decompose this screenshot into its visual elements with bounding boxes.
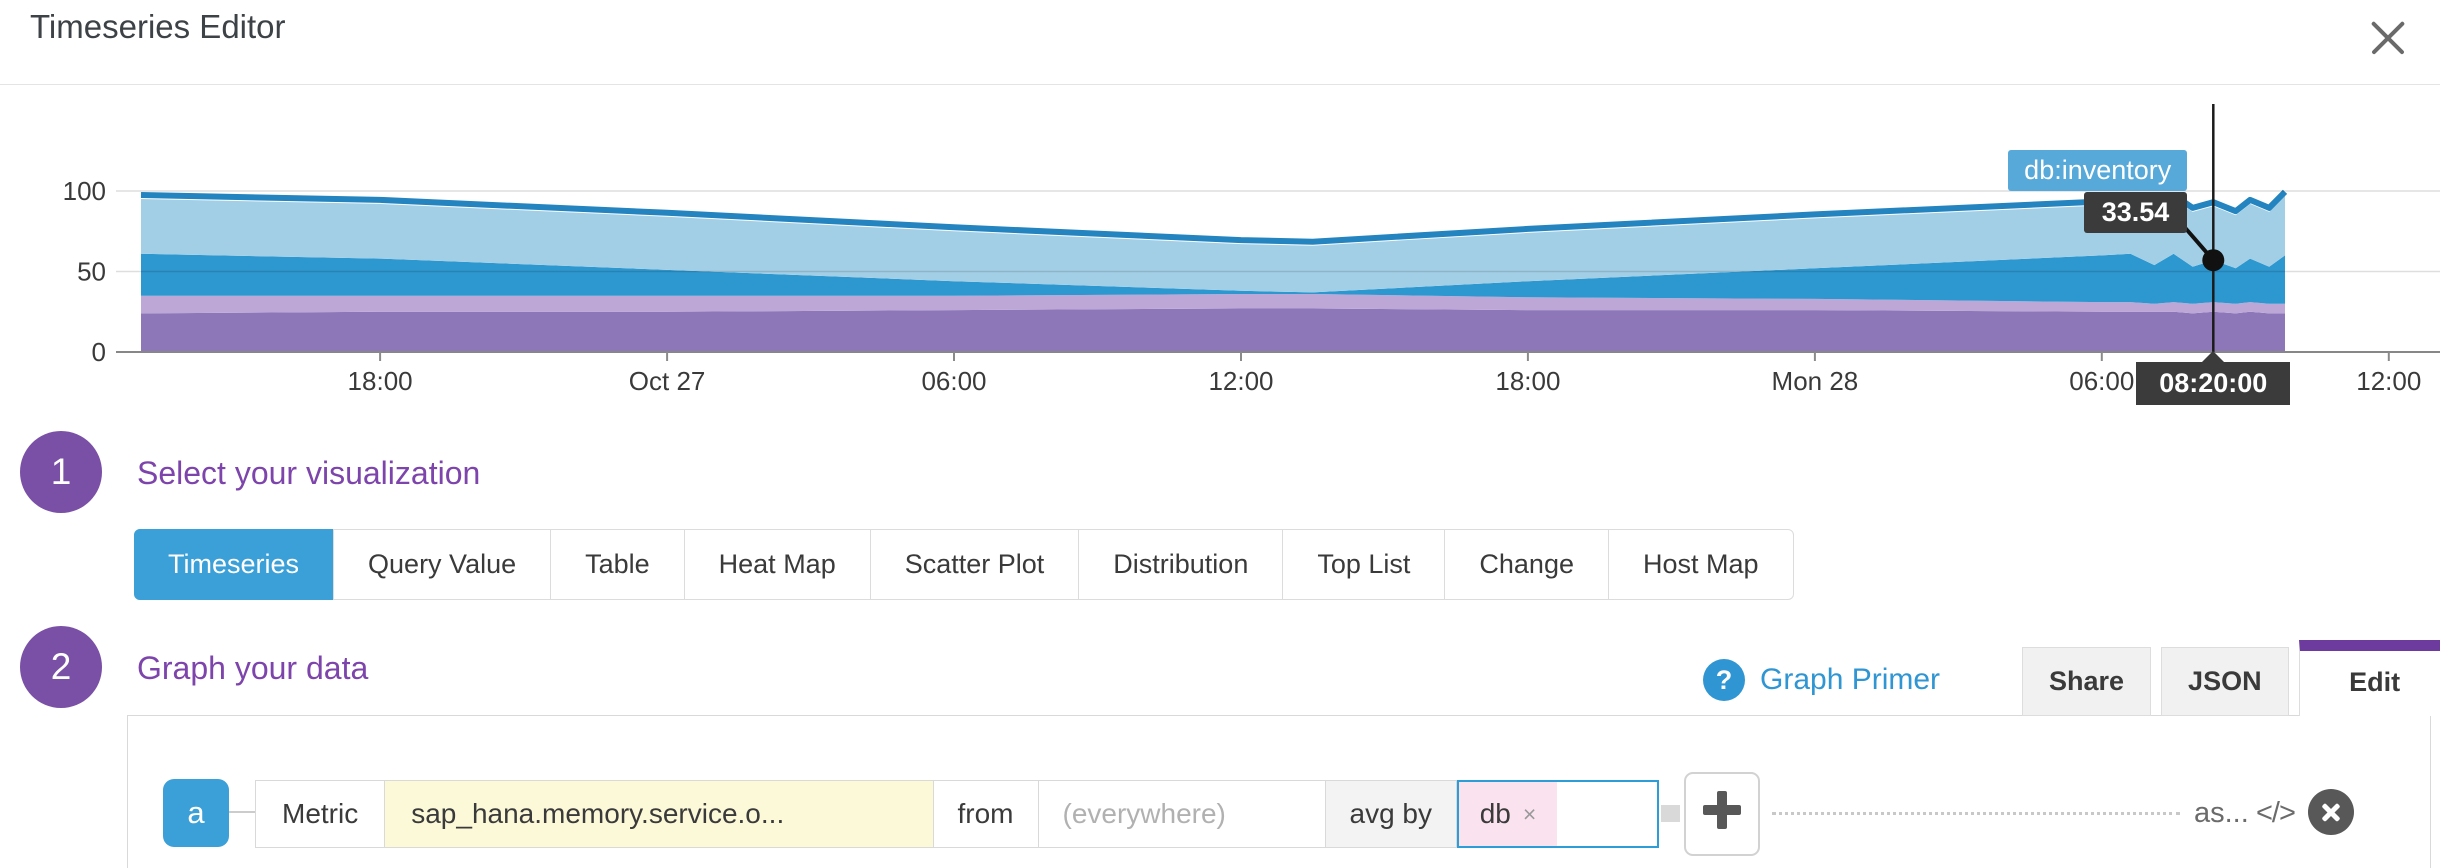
add-group-by-button[interactable] — [1684, 772, 1760, 856]
x-tick-label: Mon 28 — [1772, 366, 1859, 396]
metric-label: Metric — [256, 781, 386, 847]
group-by-input[interactable]: db × — [1457, 780, 1659, 848]
area-series-0 — [141, 308, 2285, 352]
viz-tab-distribution[interactable]: Distribution — [1078, 530, 1282, 599]
remove-query-icon[interactable] — [2308, 789, 2354, 835]
step-2-badge: 2 — [20, 626, 102, 708]
group-by-tag: db × — [1459, 782, 1557, 846]
tag-label: db — [1479, 798, 1511, 829]
editor-tab-bar: Share JSON Edit — [2022, 640, 2440, 716]
tooltip-value: 33.54 — [2083, 192, 2188, 233]
y-tick-label: 100 — [63, 176, 106, 206]
header-divider — [0, 84, 2440, 85]
metric-input[interactable]: sap_hana.memory.service.o... — [385, 781, 934, 847]
crosshair-time-badge: 08:20:00 — [2136, 351, 2291, 405]
avg-by-label: avg by — [1325, 781, 1456, 847]
editor-tab-share[interactable]: Share — [2022, 647, 2152, 716]
viz-tab-change[interactable]: Change — [1444, 530, 1608, 599]
row-dotted-line — [1772, 812, 2180, 815]
code-icon[interactable]: </> — [2256, 797, 2296, 829]
viz-tab-host-map[interactable]: Host Map — [1608, 530, 1793, 599]
area-series-3 — [141, 195, 2285, 293]
query-connector-line — [229, 811, 255, 813]
viz-tab-bar: Timeseries Query Value Table Heat Map Scatte… — [134, 529, 1794, 600]
scope-input[interactable]: (everywhere) — [1039, 781, 1326, 847]
x-tick-label: 12:00 — [2356, 366, 2421, 396]
step-2-title: Graph your data — [137, 650, 369, 686]
step-1-badge: 1 — [20, 431, 102, 513]
viz-tab-top-list[interactable]: Top List — [1282, 530, 1444, 599]
y-tick-label: 0 — [92, 337, 106, 367]
query-box: Metric sap_hana.memory.service.o... from… — [255, 780, 1457, 848]
hover-dot — [2202, 249, 2225, 272]
y-tick-label: 50 — [77, 257, 106, 287]
x-tick-label: 06:00 — [2069, 366, 2134, 396]
as-button[interactable]: as... — [2194, 797, 2249, 829]
step-1-title: Select your visualization — [137, 455, 481, 491]
query-letter-badge[interactable]: a — [163, 779, 229, 847]
viz-tab-timeseries[interactable]: Timeseries — [134, 529, 334, 600]
graph-primer-link[interactable]: ? Graph Primer — [1703, 659, 1940, 701]
viz-tab-table[interactable]: Table — [550, 530, 684, 599]
plus-connector — [1661, 805, 1680, 822]
page-title: Timeseries Editor — [30, 8, 286, 45]
tooltip-series-label: db:inventory — [2008, 150, 2188, 191]
editor-tab-json[interactable]: JSON — [2161, 647, 2289, 716]
graph-primer-label: Graph Primer — [1760, 663, 1941, 696]
x-tick-label: 18:00 — [348, 366, 413, 396]
from-label: from — [934, 781, 1039, 847]
editor-tab-edit[interactable]: Edit — [2298, 640, 2440, 716]
x-tick-label: 12:00 — [1208, 366, 1273, 396]
x-tick-label: 18:00 — [1495, 366, 1560, 396]
viz-tab-scatter-plot[interactable]: Scatter Plot — [869, 530, 1079, 599]
timeseries-chart[interactable]: 0 50 100 18:00 Oct 27 06:00 12:00 18:00 Mon 28 06… — [0, 86, 2440, 416]
viz-tab-query-value[interactable]: Query Value — [333, 530, 550, 599]
viz-tab-heat-map[interactable]: Heat Map — [683, 530, 870, 599]
help-icon: ? — [1703, 659, 1745, 701]
x-tick-label: Oct 27 — [629, 366, 706, 396]
close-icon[interactable] — [2364, 14, 2412, 62]
area-series-1 — [141, 294, 2285, 314]
area-series-2 — [141, 253, 2285, 304]
x-tick-label: 06:00 — [921, 366, 986, 396]
tag-remove-icon[interactable]: × — [1522, 800, 1537, 827]
